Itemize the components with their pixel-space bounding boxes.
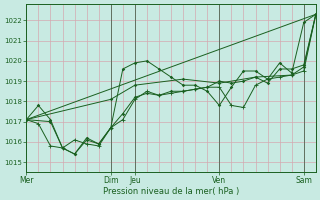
X-axis label: Pression niveau de la mer( hPa ): Pression niveau de la mer( hPa ) [103, 187, 239, 196]
